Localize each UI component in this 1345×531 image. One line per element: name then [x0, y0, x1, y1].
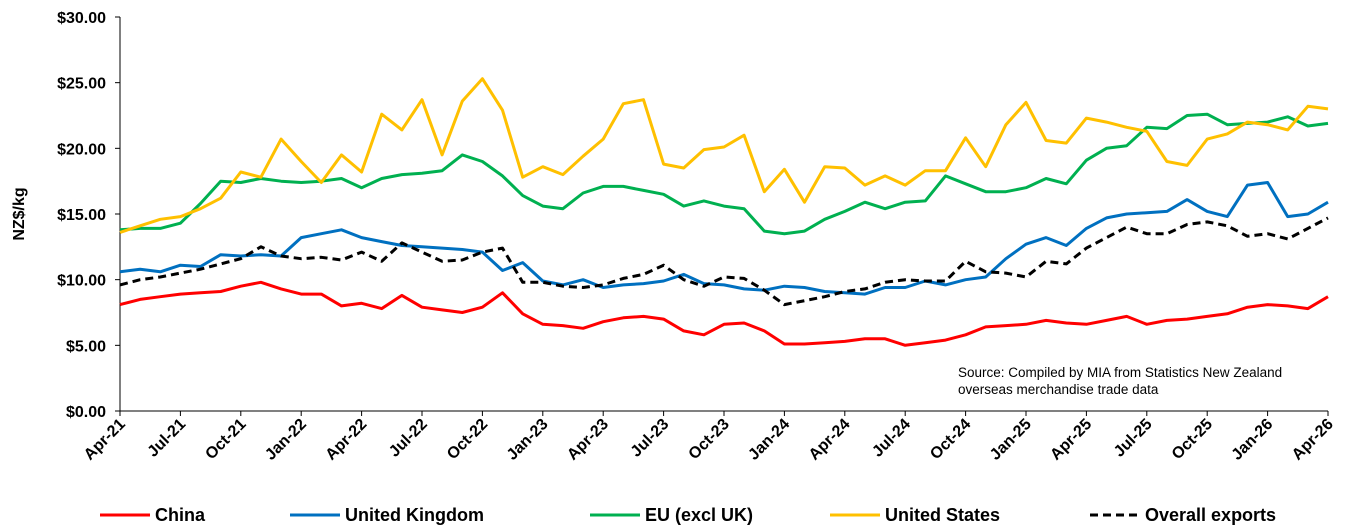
x-tick-label: Oct-21 [202, 416, 249, 463]
x-tick-label: Jul-23 [628, 416, 673, 461]
x-tick-label: Jul-21 [145, 416, 190, 461]
series-line [119, 77, 1329, 234]
y-tick-label: $30.00 [57, 10, 106, 27]
y-tick-label: $25.00 [57, 76, 106, 93]
x-tick-label: Oct-23 [686, 416, 733, 463]
x-tick-label: Apr-26 [1289, 416, 1337, 464]
x-tick-label: Jan-23 [504, 416, 552, 464]
x-tick-label: Oct-25 [1169, 416, 1216, 463]
legend-label: Overall exports [1145, 505, 1276, 525]
y-tick-label: $10.00 [57, 273, 106, 290]
x-tick-label: Apr-22 [323, 416, 371, 464]
x-tick-label: Jan-25 [987, 416, 1035, 464]
x-tick-label: Apr-23 [564, 416, 612, 464]
legend-label: United States [885, 505, 1000, 525]
y-axis-label: NZ$/kg [11, 187, 28, 240]
x-tick-label: Jan-24 [745, 416, 793, 464]
x-tick-label: Apr-25 [1047, 416, 1095, 464]
series-line [119, 280, 1329, 347]
x-tick-label: Oct-24 [927, 416, 974, 463]
x-tick-label: Jan-26 [1229, 416, 1277, 464]
y-tick-label: $20.00 [57, 141, 106, 158]
legend-label: China [155, 505, 206, 525]
source-note: Source: Compiled by MIA from Statistics … [958, 365, 1283, 397]
y-tick-label: $5.00 [66, 338, 106, 355]
series-line [119, 181, 1329, 296]
x-tick-label: Jul-25 [1111, 416, 1156, 461]
y-tick-label: $0.00 [66, 404, 106, 421]
x-tick-label: Jul-24 [869, 416, 914, 461]
y-tick-label: $15.00 [57, 207, 106, 224]
legend-label: United Kingdom [345, 505, 484, 525]
x-tick-label: Jul-22 [386, 416, 431, 461]
x-tick-label: Apr-24 [806, 416, 854, 464]
x-tick-label: Oct-22 [444, 416, 491, 463]
x-tick-label: Apr-21 [81, 416, 129, 464]
legend-label: EU (excl UK) [645, 505, 753, 525]
series-line [119, 216, 1329, 307]
x-tick-label: Jan-22 [262, 416, 310, 464]
